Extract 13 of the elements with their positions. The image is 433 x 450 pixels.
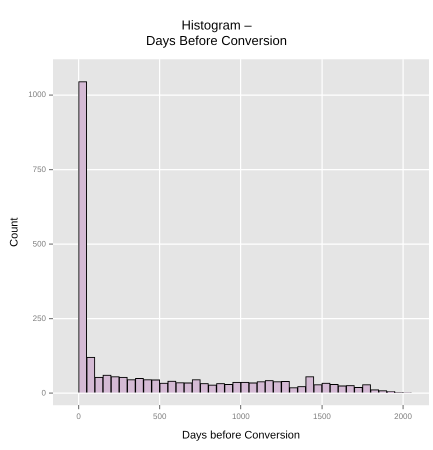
y-axis-title: Count <box>8 218 21 247</box>
x-axis-title: Days before Conversion <box>182 429 300 442</box>
x-tick-label: 2000 <box>394 412 412 422</box>
x-tick-label: 500 <box>153 412 167 422</box>
y-tick-label: 0 <box>42 388 47 398</box>
y-tick-label: 500 <box>32 239 47 248</box>
x-tick-label: 0 <box>76 412 82 422</box>
x-tick-label: 1500 <box>313 412 332 422</box>
y-tick-label: 1000 <box>28 90 47 100</box>
x-tick-label: 1000 <box>232 412 250 422</box>
y-tick-label: 250 <box>32 314 47 323</box>
y-tick-label: 750 <box>32 164 47 174</box>
chart-title: Histogram – Days Before Conversion <box>146 17 287 48</box>
